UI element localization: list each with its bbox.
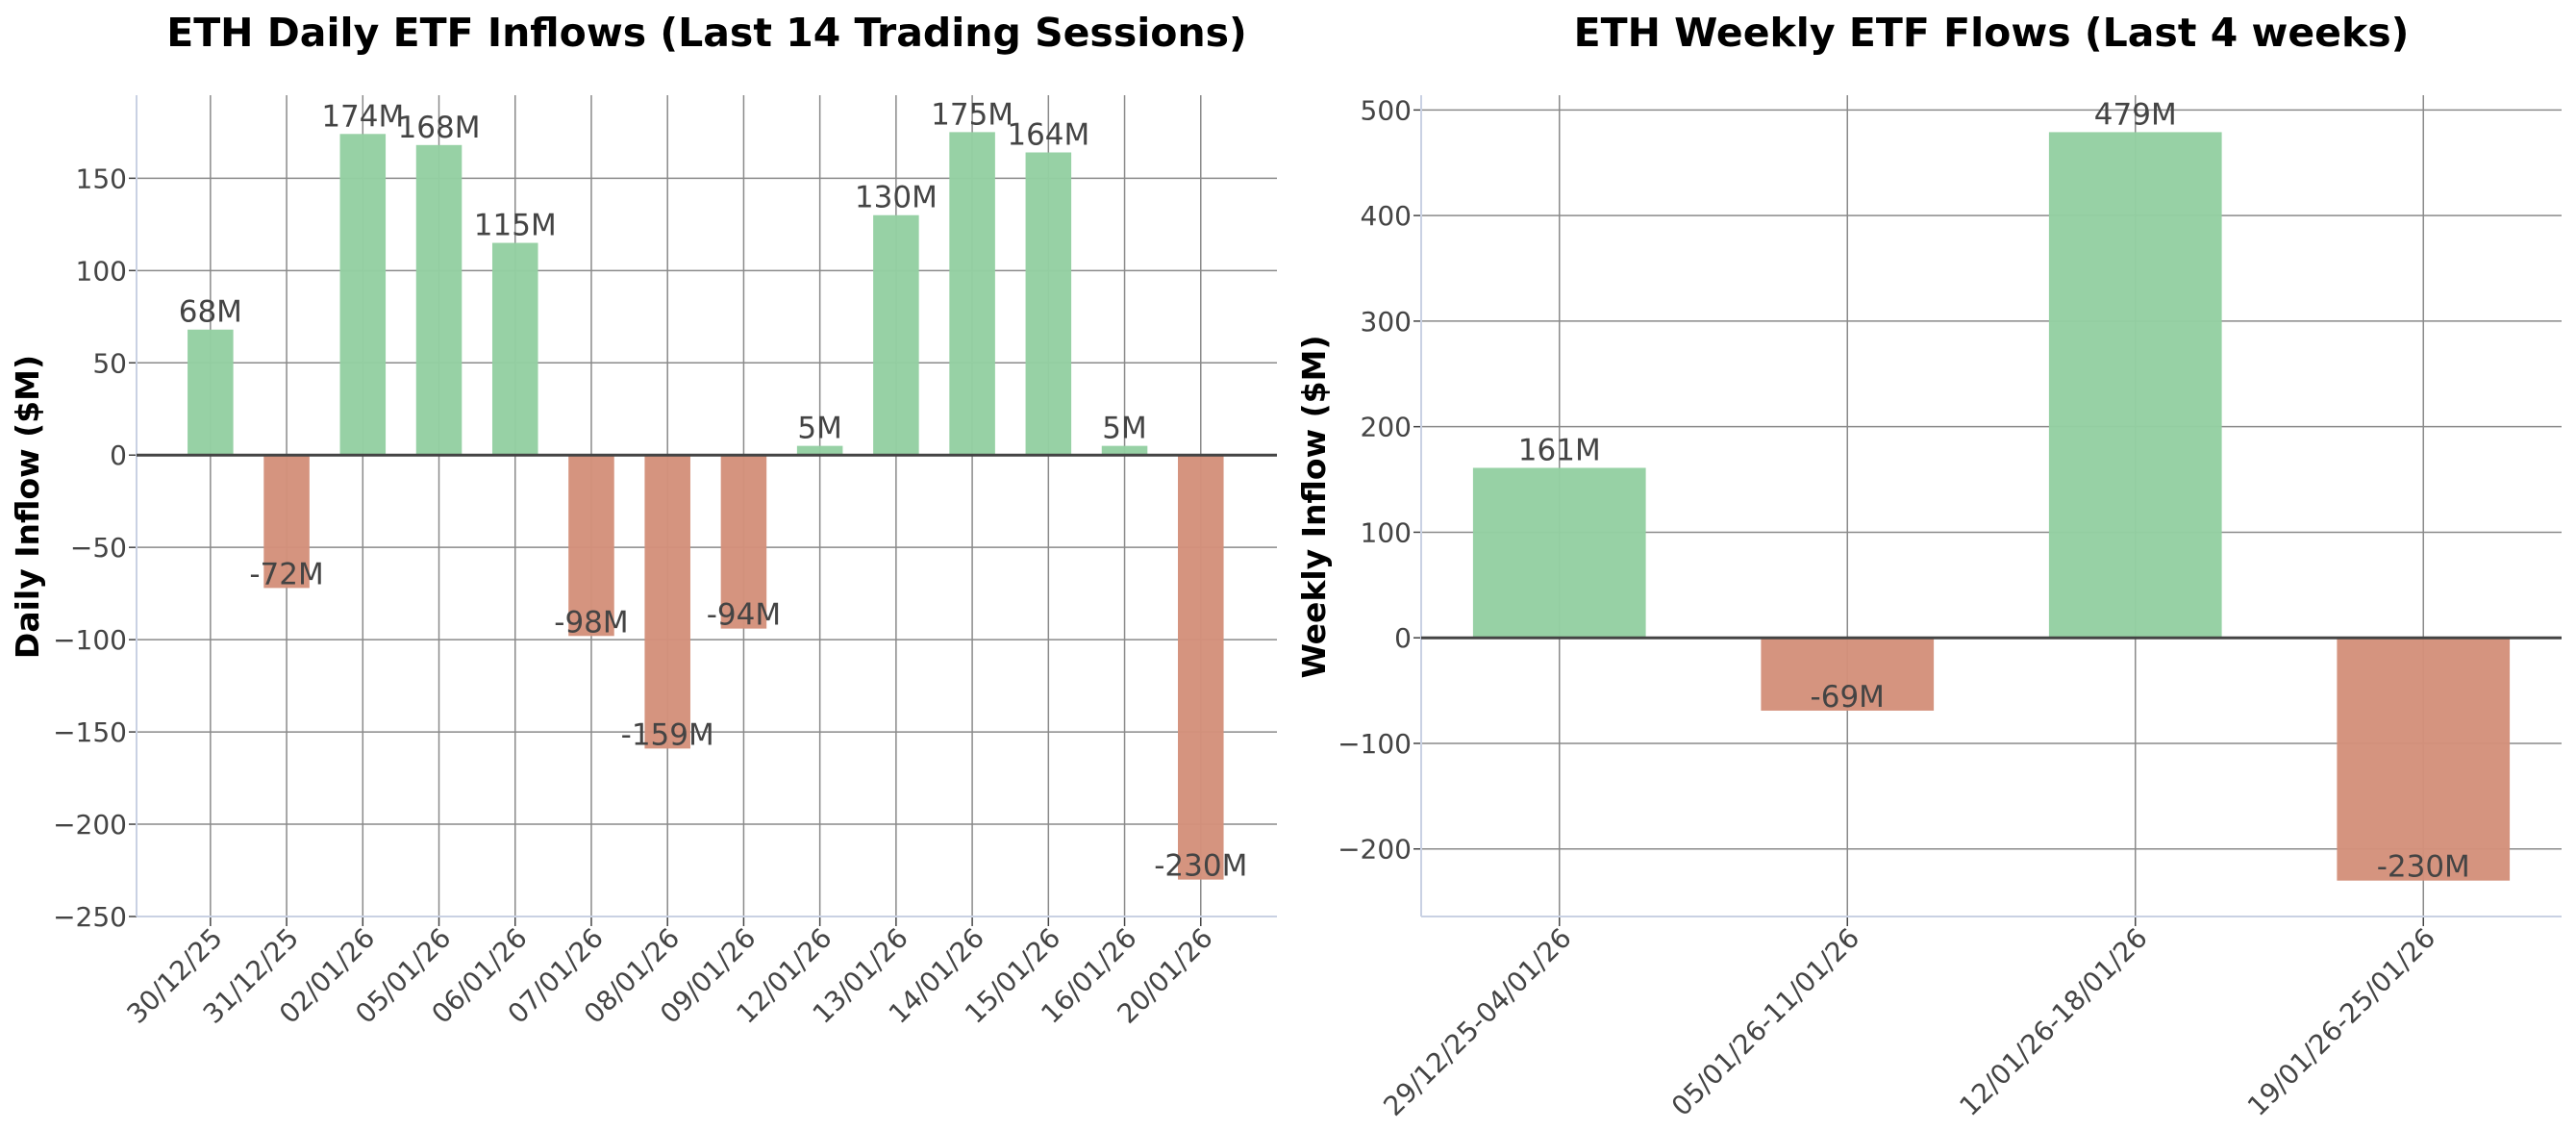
daily-chart-title: ETH Daily ETF Inflows (Last 14 Trading S… [166, 10, 1247, 56]
bar-12-01-26-18-01-26 [2048, 132, 2222, 639]
bar-14-01-26 [949, 132, 995, 456]
data-label: -159M [621, 717, 714, 752]
data-label: -94M [707, 598, 781, 633]
y-tick-label: 200 [1361, 412, 1412, 443]
bar-05-01-26 [415, 144, 463, 456]
data-label: -98M [554, 605, 628, 640]
y-tick-label: 50 [92, 347, 127, 379]
y-tick-label: 100 [76, 255, 127, 287]
bar-20-01-26 [1178, 455, 1224, 880]
data-label: 164M [1007, 117, 1089, 152]
data-label: 175M [931, 97, 1013, 132]
data-label: 161M [1518, 433, 1601, 467]
data-label: 5M [1102, 412, 1146, 446]
y-tick-label: −200 [53, 809, 127, 841]
bar-06-01-26 [491, 242, 538, 456]
y-tick-label: 150 [76, 163, 127, 194]
y-tick-label: 0 [110, 439, 127, 471]
bar-13-01-26 [873, 214, 919, 456]
data-label: 174M [321, 99, 404, 134]
bar-30-12-25 [188, 329, 234, 456]
x-tick-label: 05/01/26-11/01/26 [1665, 922, 1865, 1122]
daily-inflow-plot: −250−200−150−100−5005010015068M-72M174M1… [53, 95, 1277, 1030]
weekly-chart-title: ETH Weekly ETF Flows (Last 4 weeks) [1574, 10, 2410, 56]
bar-29-12-25-04-01-26 [1472, 467, 1646, 639]
data-label: -230M [1154, 849, 1247, 884]
data-label: 68M [179, 295, 242, 330]
data-label: 479M [2094, 97, 2177, 132]
y-tick-label: 400 [1361, 200, 1412, 232]
bar-31-12-25 [263, 455, 310, 589]
bar-08-01-26 [644, 455, 690, 749]
bar-16-01-26 [1101, 445, 1148, 456]
y-tick-label: 100 [1361, 516, 1412, 548]
data-label: 115M [474, 209, 557, 243]
bar-07-01-26 [568, 455, 614, 637]
bar-12-01-26 [796, 445, 843, 456]
data-label: -230M [2377, 850, 2470, 885]
data-label: 130M [855, 181, 938, 215]
data-label: -72M [249, 557, 323, 591]
x-tick-label: 12/01/26-18/01/26 [1953, 922, 2153, 1122]
y-tick-label: −250 [53, 901, 127, 933]
x-tick-label: 19/01/26-25/01/26 [2241, 922, 2441, 1122]
y-tick-label: −50 [70, 532, 127, 564]
y-tick-label: 0 [1394, 622, 1412, 654]
data-label: -69M [1811, 680, 1885, 715]
data-label: 5M [797, 412, 841, 446]
bar-05-01-26-11-01-26 [1761, 638, 1935, 711]
bar-19-01-26-25-01-26 [2337, 638, 2511, 881]
y-tick-label: −100 [53, 624, 127, 656]
data-label: 168M [398, 111, 481, 145]
y-tick-label: 500 [1361, 94, 1412, 126]
y-tick-label: −200 [1338, 834, 1412, 866]
bar-15-01-26 [1025, 152, 1072, 456]
y-tick-label: 300 [1361, 306, 1412, 338]
daily-y-axis-label: Daily Inflow ($M) [9, 355, 46, 659]
weekly-flow-plot: −200 −100 0 100 200 300 400 500 161M -69M 479M -230… [1338, 94, 2562, 1122]
y-tick-label: −100 [1338, 728, 1412, 760]
y-tick-label: −150 [53, 716, 127, 748]
bar-09-01-26 [720, 455, 767, 629]
bar-02-01-26 [339, 134, 387, 456]
weekly-y-axis-label: Weekly Inflow ($M) [1295, 335, 1333, 678]
x-tick-label: 29/12/25-04/01/26 [1377, 922, 1577, 1122]
